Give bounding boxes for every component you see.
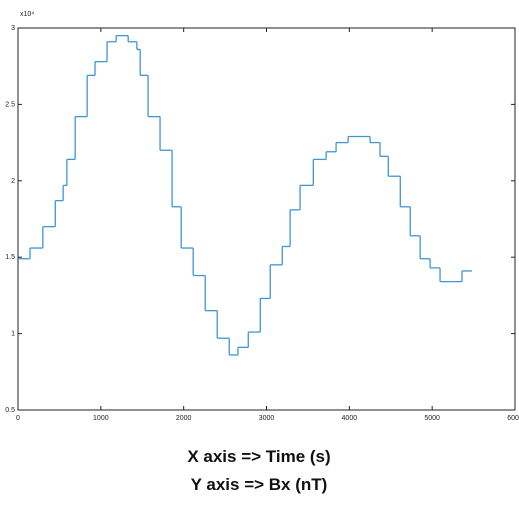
y-tick-label: 1 bbox=[11, 331, 15, 338]
x-tick-label: 0 bbox=[16, 415, 20, 422]
caption-line: Y axis => Bx (nT) bbox=[191, 475, 328, 494]
y-multiplier: x10⁴ bbox=[20, 11, 34, 18]
x-tick-label: 3000 bbox=[259, 415, 275, 422]
x-tick-label: 6000 bbox=[507, 415, 519, 422]
x-tick-label: 1000 bbox=[93, 415, 109, 422]
y-tick-label: 2 bbox=[11, 178, 15, 185]
plot-frame bbox=[17, 27, 516, 411]
y-tick-label: 2.5 bbox=[5, 101, 15, 108]
caption-line: X axis => Time (s) bbox=[187, 447, 330, 466]
y-tick-label: 1.5 bbox=[5, 254, 15, 261]
x-tick-label: 5000 bbox=[424, 415, 440, 422]
y-tick-label: 0.5 bbox=[5, 407, 15, 414]
x-tick-label: 4000 bbox=[342, 415, 358, 422]
x-tick-label: 2000 bbox=[176, 415, 192, 422]
y-tick-label: 3 bbox=[11, 25, 15, 32]
